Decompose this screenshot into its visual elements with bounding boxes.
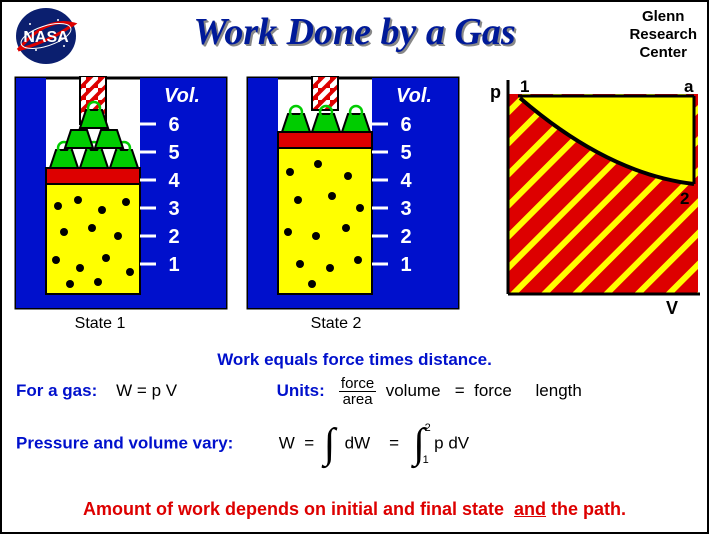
svg-text:3: 3 [168, 198, 179, 220]
diagrams-row: Vol. 6 5 4 3 2 1 State 1 [8, 76, 704, 336]
svg-text:1: 1 [168, 254, 179, 276]
page-title: Work Done by a Gas [193, 10, 515, 54]
svg-text:a: a [684, 77, 694, 96]
formula-row-1: For a gas: W = p V Units: forcearea volu… [16, 376, 696, 407]
piston-state-1: Vol. 6 5 4 3 2 1 [14, 76, 230, 312]
svg-text:6: 6 [400, 114, 411, 136]
svg-text:3: 3 [400, 198, 411, 220]
svg-text:4: 4 [400, 170, 412, 192]
svg-text:2: 2 [168, 226, 179, 248]
piston-state-2: Vol. 6 5 4 3 2 1 [246, 76, 462, 312]
nasa-logo: NASA [10, 6, 82, 66]
formula-row-2: Pressure and volume vary: W = ∫ dW = ∫21… [16, 420, 696, 468]
svg-text:4: 4 [168, 170, 180, 192]
state-2-label: State 2 [286, 315, 386, 333]
svg-text:Vol.: Vol. [396, 85, 432, 107]
svg-text:Vol.: Vol. [164, 85, 200, 107]
svg-text:1: 1 [520, 77, 529, 96]
svg-text:V: V [666, 298, 678, 318]
svg-text:6: 6 [168, 114, 179, 136]
svg-text:2: 2 [400, 226, 411, 248]
svg-text:2: 2 [680, 189, 689, 208]
bottom-statement: Amount of work depends on initial and fi… [2, 499, 707, 520]
svg-text:5: 5 [400, 142, 411, 164]
state-1-label: State 1 [50, 315, 150, 333]
svg-text:1: 1 [400, 254, 411, 276]
svg-text:p: p [490, 82, 501, 102]
org-label: Glenn Research Center [629, 8, 697, 62]
work-equals-line: Work equals force times distance. [2, 350, 707, 370]
svg-text:5: 5 [168, 142, 179, 164]
pv-graph: p V 1 a 2 [478, 76, 702, 324]
svg-text:NASA: NASA [23, 29, 69, 46]
